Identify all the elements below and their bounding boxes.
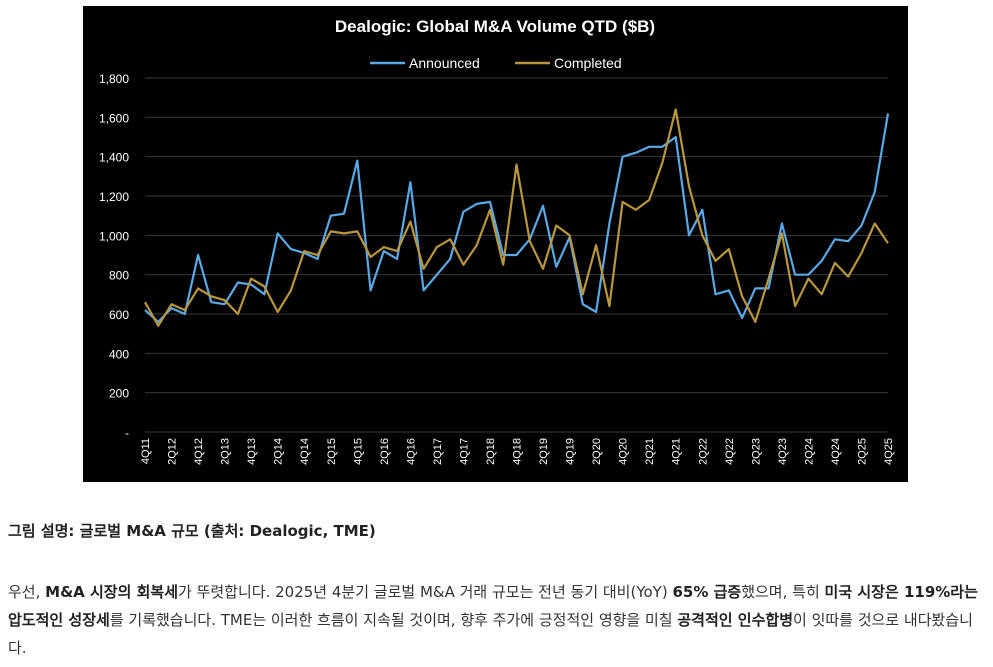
x-tick-label: 4Q11 xyxy=(140,438,152,464)
x-tick-label: 2Q22 xyxy=(697,438,709,465)
y-tick-label: 200 xyxy=(109,387,129,401)
x-tick-label: 2Q12 xyxy=(167,438,179,465)
y-tick-label: 600 xyxy=(109,308,129,322)
x-tick-label: 2Q17 xyxy=(432,438,444,465)
x-tick-label: 4Q16 xyxy=(405,438,417,465)
body-text-5: 이 잇따를 것으로 내다봤습니다. xyxy=(8,611,973,657)
series-lines xyxy=(144,108,890,327)
y-tick-label: 1,000 xyxy=(99,229,129,243)
x-tick-label: 4Q18 xyxy=(512,438,524,465)
x-tick-label: 2Q25 xyxy=(856,438,868,465)
y-tick-label: 1,800 xyxy=(99,72,129,86)
y-tick-label: 400 xyxy=(109,347,129,361)
x-tick-label: 4Q14 xyxy=(299,438,311,465)
body-text-2: 가 뚜렷합니다. 2025년 4분기 글로벌 M&A 거래 규모는 전년 동기 … xyxy=(178,583,673,601)
series-line-announced xyxy=(144,113,890,323)
x-tick-label: 4Q13 xyxy=(246,438,258,465)
x-tick-label: 2Q13 xyxy=(220,438,232,465)
x-tick-label: 4Q22 xyxy=(724,438,736,465)
body-bold-4: 공격적인 인수합병 xyxy=(677,611,793,629)
body-bold-3: 미국 시장은 119%라는 압도적인 성장세 xyxy=(8,583,978,629)
x-tick-label: 2Q21 xyxy=(644,438,656,465)
x-tick-label: 4Q19 xyxy=(565,438,577,465)
body-text-4: 를 기록했습니다. TME는 이러한 흐름이 지속될 것이며, 향후 주가에 긍… xyxy=(109,611,678,629)
series-line-completed xyxy=(144,108,889,327)
body-bold-2: 65% 급증 xyxy=(672,583,742,601)
x-tick-label: 2Q24 xyxy=(803,438,815,465)
x-tick-label: 2Q19 xyxy=(538,438,550,465)
x-axis-ticks: 4Q11 2Q12 4Q12 2Q13 4Q13 2Q14 4Q14 2Q15 4Q15 2Q16… xyxy=(140,438,895,465)
line-chart: Dealogic: Global M&A Volume QTD ($B) Ann… xyxy=(99,17,895,465)
x-tick-label: 2Q16 xyxy=(379,438,391,465)
x-tick-label: 4Q23 xyxy=(777,438,789,465)
legend-label-announced: Announced xyxy=(409,55,480,71)
y-tick-label: 800 xyxy=(109,269,129,283)
x-tick-label: 4Q12 xyxy=(193,438,205,465)
body-text-1: 우선, xyxy=(8,583,46,601)
chart-legend: Announced Completed xyxy=(370,55,622,71)
chart-title: Dealogic: Global M&A Volume QTD ($B) xyxy=(335,17,655,36)
x-tick-label: 4Q25 xyxy=(883,438,895,465)
body-bold-1: M&A 시장의 회복세 xyxy=(45,583,179,601)
x-tick-label: 4Q20 xyxy=(618,438,630,465)
x-tick-label: 2Q14 xyxy=(273,438,285,465)
x-tick-label: 2Q20 xyxy=(591,438,603,465)
chart-panel: Dealogic: Global M&A Volume QTD ($B) Ann… xyxy=(83,6,908,482)
x-tick-label: 2Q15 xyxy=(326,438,338,465)
body-paragraph: 우선, M&A 시장의 회복세가 뚜렷합니다. 2025년 4분기 글로벌 M&… xyxy=(8,578,986,662)
x-tick-label: 4Q15 xyxy=(352,438,364,465)
x-tick-label: 4Q21 xyxy=(671,438,683,465)
y-tick-label: 1,400 xyxy=(99,151,129,165)
y-axis-ticks: - 200 400 600 800 1,000 1,200 1,400 1,600 1,800 xyxy=(99,72,129,440)
x-tick-label: 2Q23 xyxy=(750,438,762,465)
body-text-3: 했으며, 특히 xyxy=(741,583,825,601)
x-tick-label: 2Q18 xyxy=(485,438,497,465)
x-tick-label: 4Q24 xyxy=(830,438,842,465)
legend-label-completed: Completed xyxy=(554,55,622,71)
x-tick-label: 4Q17 xyxy=(458,438,470,465)
y-tick-label: - xyxy=(125,426,129,440)
figure-caption: 그림 설명: 글로벌 M&A 규모 (출처: Dealogic, TME) xyxy=(8,522,376,540)
y-tick-label: 1,600 xyxy=(99,111,129,125)
y-tick-label: 1,200 xyxy=(99,190,129,204)
